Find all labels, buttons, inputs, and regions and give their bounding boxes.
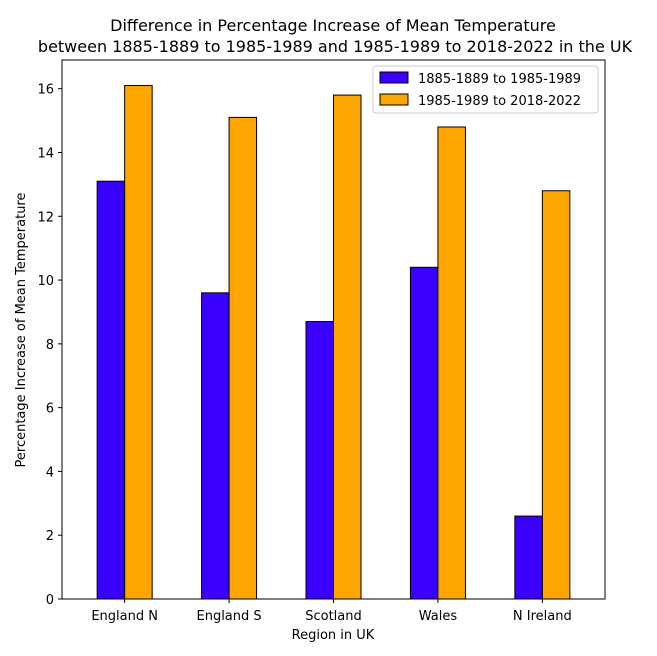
- bar-1-england-s: [201, 292, 230, 600]
- x-tick-label: England N: [91, 609, 158, 624]
- bar-1-n-ireland: [514, 515, 543, 600]
- y-axis: 0 2 4 6 8 10 12 14 16: [37, 83, 62, 608]
- legend: 1885-1889 to 1985-1989 1985-1989 to 2018…: [372, 65, 599, 114]
- x-tick-label: Wales: [419, 609, 458, 624]
- y-tick-label: 8: [46, 338, 54, 353]
- y-tick-label: 14: [37, 146, 54, 161]
- bar-1-wales: [409, 266, 439, 600]
- bar-2-n-ireland: [541, 190, 571, 600]
- y-tick-label: 10: [37, 274, 54, 289]
- chart-title-line1: Difference in Percentage Increase of Mea…: [110, 16, 556, 35]
- bar-1-england-n: [96, 180, 126, 600]
- chart-title-line2: between 1885-1889 to 1985-1989 and 1985-…: [38, 37, 633, 56]
- y-tick-label: 4: [46, 465, 54, 480]
- y-tick-label: 0: [46, 593, 54, 608]
- bar-2-wales: [437, 126, 466, 600]
- bar-1-scotland: [305, 321, 334, 600]
- y-tick-label: 12: [37, 210, 54, 225]
- legend-swatch-series-1: [379, 71, 409, 84]
- y-axis-label: Percentage Increase of Mean Temperature: [14, 193, 29, 468]
- x-tick-label: Scotland: [305, 609, 362, 624]
- legend-label-series-1: 1885-1889 to 1985-1989: [418, 72, 581, 87]
- bar-2-england-n: [124, 85, 153, 600]
- x-axis: England N England S Scotland Wales N Ireland: [91, 599, 572, 624]
- bars-group: [96, 85, 571, 600]
- x-axis-label: Region in UK: [292, 628, 375, 643]
- legend-label-series-2: 1985-1989 to 2018-2022: [418, 94, 581, 109]
- bar-2-scotland: [333, 94, 362, 600]
- legend-swatch-series-2: [379, 93, 409, 106]
- plot-frame: [61, 59, 606, 600]
- legend-box: [372, 65, 599, 114]
- x-tick-label: England S: [196, 609, 261, 624]
- y-tick-label: 6: [46, 402, 54, 417]
- y-tick-label: 16: [37, 83, 54, 98]
- y-tick-label: 2: [46, 529, 54, 544]
- bar-2-england-s: [228, 116, 258, 600]
- x-tick-label: N Ireland: [513, 609, 572, 624]
